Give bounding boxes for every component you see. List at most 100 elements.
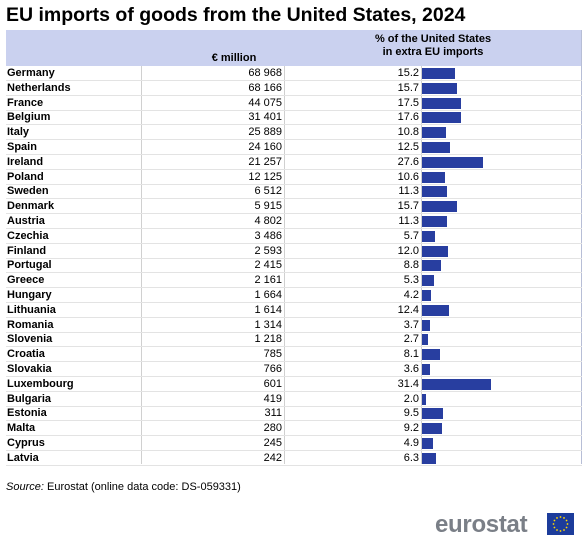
row-separator (6, 287, 582, 289)
country-label: Croatia (7, 348, 45, 361)
logo-wordmark: eurostat (435, 511, 528, 538)
country-label: Slovenia (7, 333, 53, 346)
row-separator (6, 331, 582, 333)
table-row: Estonia 311 9.5 (6, 406, 582, 422)
row-separator (6, 464, 582, 466)
eu-flag-icon (547, 513, 574, 535)
share-bar (422, 349, 440, 361)
column-header-share-line1: % of the United States (374, 33, 492, 45)
table-row: Croatia 785 8.1 (6, 347, 582, 363)
share-bar (422, 378, 492, 390)
share-bar (422, 127, 446, 139)
million-value: 25 889 (248, 126, 282, 139)
share-value: 3.6 (403, 363, 419, 375)
table-row: Bulgaria 419 2.0 (6, 392, 582, 407)
share-value: 6.3 (403, 451, 419, 464)
table-row: Finland 2 593 12.0 (6, 244, 582, 259)
row-separator (6, 361, 582, 363)
row-separator (6, 168, 582, 170)
table-row: Ireland 21 257 27.6 (6, 155, 582, 170)
row-separator (6, 450, 582, 451)
table-row: Italy 25 889 10.8 (6, 125, 582, 141)
share-value: 15.7 (397, 81, 419, 94)
table-row: Denmark 5 915 15.7 (6, 199, 582, 215)
table-row: Malta 280 9.2 (6, 421, 582, 437)
eurostat-logo: eurostat (435, 510, 575, 540)
million-value: 766 (263, 363, 282, 375)
flag-star (563, 529, 565, 531)
country-label: Estonia (7, 407, 47, 420)
table-row: Slovenia 1 218 2.7 (6, 332, 582, 348)
table-row: Austria 4 802 11.3 (6, 214, 582, 229)
million-value: 68 968 (248, 67, 282, 79)
table-row: Slovakia 766 3.6 (6, 362, 582, 377)
share-bar (422, 230, 435, 242)
table-row: Hungary 1 664 4.2 (6, 288, 582, 303)
share-bar (422, 290, 432, 301)
share-bar (422, 334, 428, 346)
share-bar (422, 260, 442, 272)
flag-star (565, 519, 568, 522)
million-value: 1 664 (254, 289, 282, 301)
share-value: 15.7 (397, 200, 419, 213)
share-value: 10.8 (397, 126, 419, 139)
million-value: 1 218 (254, 333, 282, 346)
flag-star (553, 526, 556, 529)
million-value: 2 161 (254, 274, 282, 287)
share-value: 17.6 (397, 111, 419, 124)
table-row: Germany 68 968 15.2 (6, 66, 582, 81)
flag-star (552, 523, 555, 525)
flag-star (559, 516, 562, 518)
source-note: Source: Eurostat (online data code: DS-0… (6, 481, 241, 493)
share-bar (422, 68, 456, 79)
million-value: 311 (264, 407, 282, 420)
row-separator (6, 213, 582, 215)
share-bar (422, 82, 457, 94)
column-divider (421, 66, 422, 464)
flag-star (556, 529, 558, 531)
million-value: 280 (263, 422, 282, 435)
country-label: Finland (7, 244, 47, 257)
table-header (6, 30, 582, 66)
row-separator (6, 242, 582, 244)
table-row: Portugal 2 415 8.8 (6, 258, 582, 274)
million-value: 245 (263, 437, 282, 449)
share-bar (422, 423, 443, 435)
table-row: Greece 2 161 5.3 (6, 273, 582, 289)
row-separator (6, 139, 582, 141)
share-value: 5.3 (403, 274, 419, 287)
share-bar (422, 275, 434, 287)
country-label: Romania (7, 318, 54, 331)
column-header-share-line2: in extra EU imports (382, 46, 484, 58)
row-separator (6, 346, 582, 348)
flag-star (556, 517, 558, 519)
row-separator (6, 405, 582, 407)
chart-title: EU imports of goods from the United Stat… (6, 4, 466, 26)
million-value: 1 614 (254, 303, 282, 316)
table-row: Poland 12 125 10.6 (6, 170, 582, 185)
table-row: Lithuania 1 614 12.4 (6, 303, 582, 318)
million-value: 68 166 (248, 81, 282, 94)
row-separator (6, 183, 582, 185)
share-bar (422, 171, 446, 183)
flag-star (566, 523, 569, 525)
flag-star (565, 526, 568, 529)
share-value: 12.0 (397, 244, 419, 257)
share-bar (422, 201, 457, 213)
million-value: 6 512 (254, 185, 282, 198)
country-label: Denmark (7, 200, 55, 213)
million-value: 44 075 (248, 96, 282, 109)
country-label: Cyprus (7, 437, 45, 449)
country-label: Italy (7, 126, 30, 139)
country-label: Hungary (7, 289, 52, 301)
share-value: 2.7 (403, 333, 419, 346)
table-row: Netherlands 68 166 15.7 (6, 81, 582, 96)
row-separator (6, 272, 582, 274)
table-row: Romania 1 314 3.7 (6, 318, 582, 333)
table-row: Spain 24 160 12.5 (6, 140, 582, 155)
country-label: Austria (7, 215, 45, 227)
share-value: 11.3 (398, 215, 419, 227)
share-value: 27.6 (397, 155, 419, 168)
share-value: 17.5 (397, 96, 419, 109)
million-value: 24 160 (248, 141, 282, 153)
